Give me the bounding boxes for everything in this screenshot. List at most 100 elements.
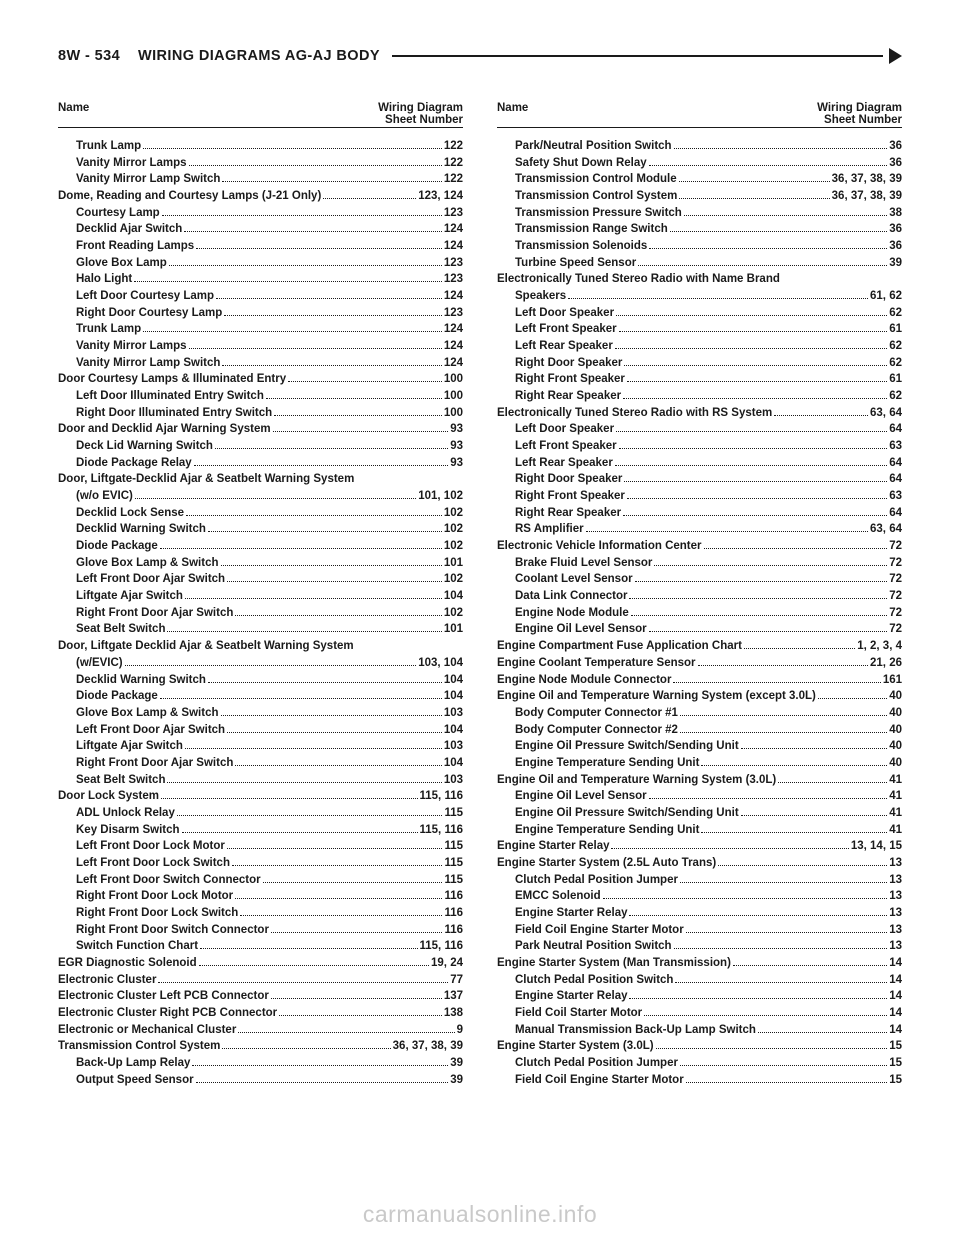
entry-page: 13 (889, 872, 902, 889)
leader-dots (629, 998, 887, 999)
index-entry: Right Front Door Ajar Switch104 (58, 755, 463, 772)
leader-dots (160, 698, 442, 699)
entry-label: Left Rear Speaker (497, 338, 613, 355)
entry-label: Engine Coolant Temperature Sensor (497, 655, 696, 672)
entry-page: 72 (889, 571, 902, 588)
entry-page: 41 (889, 772, 902, 789)
entry-label: Vanity Mirror Lamps (58, 338, 187, 355)
entry-page: 104 (444, 688, 463, 705)
entry-page: 123 (444, 205, 463, 222)
leader-dots (615, 465, 887, 466)
entry-label: Field Coil Engine Starter Motor (497, 1072, 684, 1089)
entry-page: 13, 14, 15 (851, 838, 902, 855)
entry-page: 123 (444, 271, 463, 288)
entry-page: 124 (444, 238, 463, 255)
index-entry: Safety Shut Down Relay36 (497, 155, 902, 172)
leader-dots (623, 515, 887, 516)
index-entry: Right Front Speaker63 (497, 488, 902, 505)
leader-dots (232, 865, 442, 866)
index-entry: Speakers61, 62 (497, 288, 902, 305)
index-entry: Right Front Door Switch Connector116 (58, 922, 463, 939)
entry-page: 39 (450, 1072, 463, 1089)
index-entry: Left Door Speaker64 (497, 421, 902, 438)
entry-label: Electronic Cluster (58, 972, 156, 989)
entry-label: Manual Transmission Back-Up Lamp Switch (497, 1022, 756, 1039)
left-column: Name Wiring Diagram Sheet Number Trunk L… (58, 102, 463, 1088)
entry-label: Field Coil Starter Motor (497, 1005, 642, 1022)
entry-page: 116 (444, 922, 463, 939)
index-entry: Turbine Speed Sensor39 (497, 255, 902, 272)
entry-label: Data Link Connector (497, 588, 627, 605)
leader-dots (616, 431, 887, 432)
entry-page: 115 (444, 838, 463, 855)
entry-label: Electronic or Mechanical Cluster (58, 1022, 236, 1039)
leader-dots (215, 448, 448, 449)
leader-dots (674, 948, 888, 949)
entry-page: 104 (444, 722, 463, 739)
section-title: WIRING DIAGRAMS AG-AJ BODY (138, 48, 380, 64)
leader-dots (200, 948, 417, 949)
entry-page: 62 (889, 305, 902, 322)
leader-dots (649, 165, 888, 166)
index-entry: Deck Lid Warning Switch93 (58, 438, 463, 455)
entry-page: 41 (889, 805, 902, 822)
entry-label: Park Neutral Position Switch (497, 938, 672, 955)
index-entry: Transmission Control System36, 37, 38, 3… (58, 1038, 463, 1055)
entry-page: 19, 24 (431, 955, 463, 972)
leader-dots (680, 1065, 887, 1066)
leader-dots (208, 682, 442, 683)
entry-label: Right Front Speaker (497, 371, 625, 388)
leader-dots (627, 381, 887, 382)
entry-label: Clutch Pedal Position Jumper (497, 1055, 678, 1072)
entry-label: Engine Starter Relay (497, 838, 609, 855)
entry-page: 38 (889, 205, 902, 222)
leader-dots (263, 882, 443, 883)
entry-page: 14 (889, 955, 902, 972)
entry-page: 13 (889, 938, 902, 955)
entry-label: Engine Starter System (3.0L) (497, 1038, 654, 1055)
entry-label: Courtesy Lamp (58, 205, 160, 222)
watermark: carmanualsonline.info (0, 1201, 960, 1228)
index-entry: Left Front Speaker61 (497, 321, 902, 338)
leader-dots (704, 548, 888, 549)
index-entry: RS Amplifier63, 64 (497, 521, 902, 538)
col-head-name: Name (497, 102, 528, 126)
entry-page: 63, 64 (870, 405, 902, 422)
entry-page: 61, 62 (870, 288, 902, 305)
entry-page: 124 (444, 221, 463, 238)
entry-label: Front Reading Lamps (58, 238, 194, 255)
index-entry: Back-Up Lamp Relay39 (58, 1055, 463, 1072)
index-entry: Engine Starter System (Man Transmission)… (497, 955, 902, 972)
index-entry: Clutch Pedal Position Switch 14 (497, 972, 902, 989)
entry-page: 14 (889, 972, 902, 989)
entry-label: Park/Neutral Position Switch (497, 138, 672, 155)
entry-label: Decklid Ajar Switch (58, 221, 182, 238)
index-entry: Field Coil Engine Starter Motor15 (497, 1072, 902, 1089)
leader-dots (619, 448, 888, 449)
entry-page: 115 (444, 805, 463, 822)
entry-page: 36 (889, 155, 902, 172)
index-entry: Right Rear Speaker64 (497, 505, 902, 522)
leader-dots (227, 732, 442, 733)
index-entry: Right Front Door Lock Motor116 (58, 888, 463, 905)
leader-dots (135, 498, 416, 499)
index-entry: Coolant Level Sensor72 (497, 571, 902, 588)
leader-dots (623, 398, 887, 399)
entry-label: Transmission Pressure Switch (497, 205, 682, 222)
index-entry: Engine Node Module72 (497, 605, 902, 622)
leader-dots (184, 231, 442, 232)
entry-label: Clutch Pedal Position Switch (497, 972, 673, 989)
entry-label: Engine Oil Level Sensor (497, 788, 647, 805)
entry-label: Seat Belt Switch (58, 772, 165, 789)
leader-dots (134, 281, 442, 282)
leader-dots (603, 898, 888, 899)
index-entry: Right Door Illuminated Entry Switch100 (58, 405, 463, 422)
entry-page: 72 (889, 588, 902, 605)
index-entry: Door, Liftgate Decklid Ajar & Seatbelt W… (58, 638, 463, 655)
entry-page: 123, 124 (418, 188, 463, 205)
leader-dots (196, 248, 442, 249)
leader-dots (684, 215, 887, 216)
entry-label: Decklid Warning Switch (58, 521, 206, 538)
entry-page: 122 (444, 155, 463, 172)
entry-label: Right Door Courtesy Lamp (58, 305, 222, 322)
